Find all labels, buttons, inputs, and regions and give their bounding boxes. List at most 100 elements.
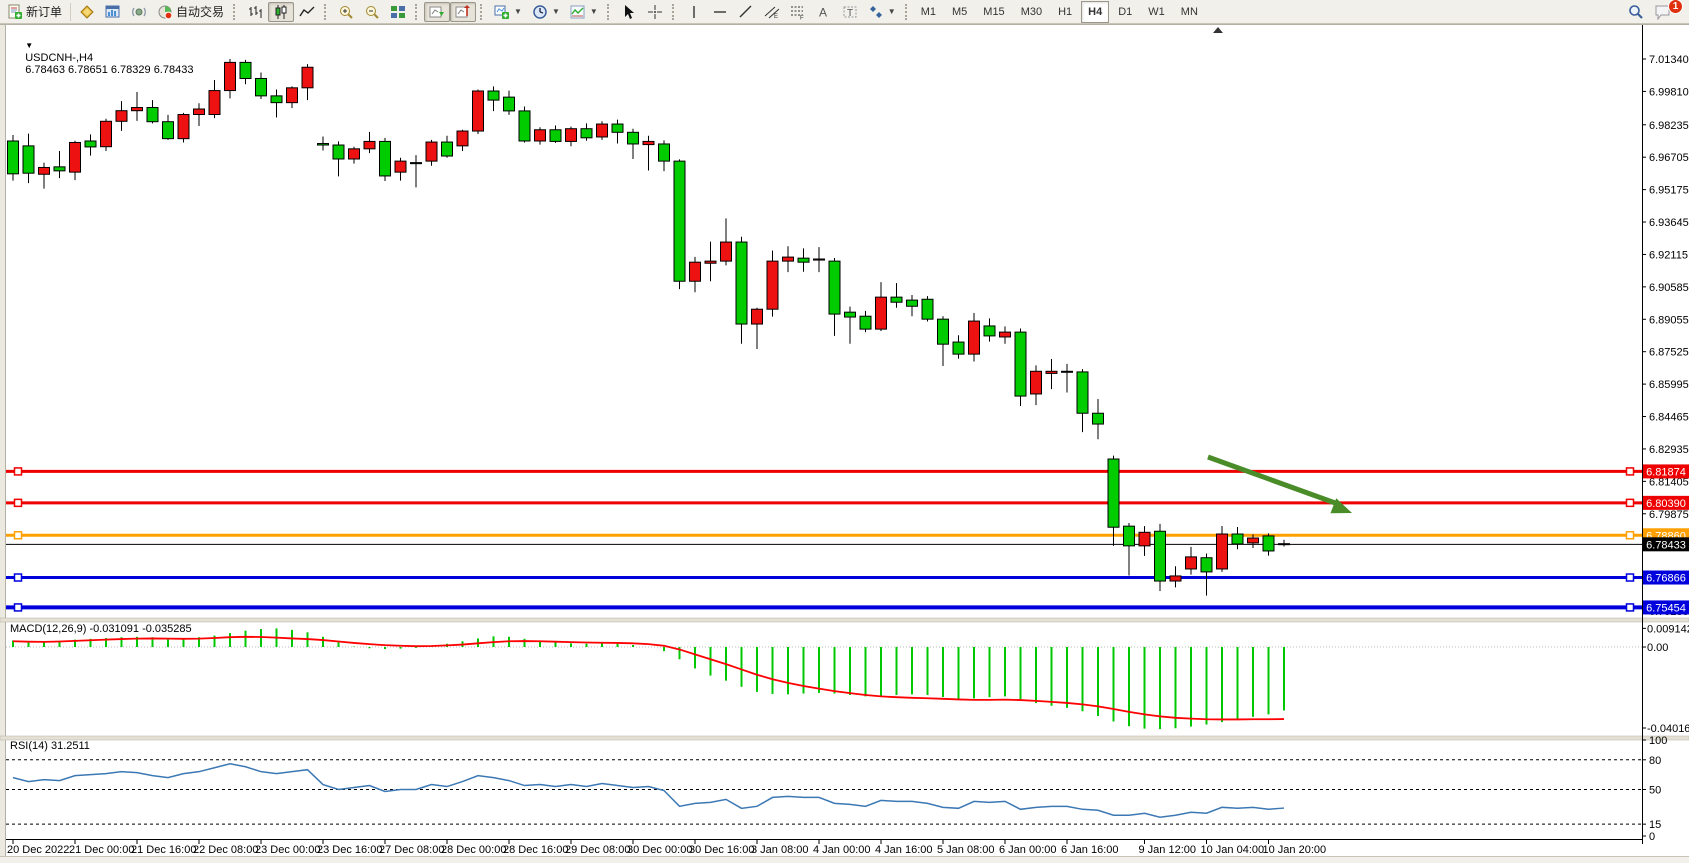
timeframe-button-m1[interactable]: M1	[920, 5, 936, 18]
svg-text:6.82935: 6.82935	[1649, 444, 1689, 456]
svg-text:3 Jan 08:00: 3 Jan 08:00	[751, 844, 809, 856]
rsi-pane[interactable]	[12, 762, 1285, 818]
chart-area[interactable]: 7.01340 6.99810 6.98235 6.96705 6.95175 6.936…	[0, 24, 1689, 862]
timeframe-group: M1 M5 M15 M30 H1 H4 D1 W1 MN	[914, 0, 1205, 23]
svg-text:5 Jan 08:00: 5 Jan 08:00	[937, 844, 995, 856]
chart-collapse-icon[interactable]: ▼	[25, 41, 34, 50]
crosshair-button[interactable]	[642, 2, 668, 22]
dropdown-caret-icon: ▼	[887, 7, 896, 16]
arrows-tool-button[interactable]: ▼	[863, 2, 901, 22]
cursor-icon	[624, 4, 634, 19]
search-button[interactable]	[1623, 2, 1649, 22]
candlestick-chart-icon	[275, 4, 287, 19]
svg-text:6.87525: 6.87525	[1649, 347, 1689, 359]
zoom-out-button[interactable]	[359, 2, 385, 22]
macd-signal-line	[12, 635, 1285, 721]
svg-text:27 Dec 08:00: 27 Dec 08:00	[379, 844, 444, 856]
rsi-axis: 100 80 50 150	[1642, 735, 1667, 843]
bar-chart-button[interactable]	[242, 2, 268, 22]
svg-text:6.96705: 6.96705	[1649, 152, 1689, 164]
toolbar-grip	[671, 3, 677, 20]
svg-text:T: T	[847, 8, 853, 19]
horizontal-line-tool-button[interactable]	[707, 2, 733, 22]
vertical-line-tool-button[interactable]	[681, 2, 707, 22]
price-label-6.80390: 6.80390	[1643, 495, 1689, 510]
timeframe-button-m15[interactable]: M15	[983, 5, 1005, 18]
shapes-icon	[869, 5, 882, 18]
toolbar-separator	[70, 2, 72, 21]
svg-text:28 Dec 00:00: 28 Dec 00:00	[441, 844, 506, 856]
svg-text:6.80390: 6.80390	[1646, 498, 1686, 510]
object-lines[interactable]	[6, 469, 1642, 610]
trendline-tool-button[interactable]	[733, 2, 759, 22]
new-chart-button[interactable]: ▼	[489, 2, 527, 22]
cursor-button[interactable]	[616, 2, 642, 22]
text-tool-button[interactable]: A	[811, 2, 837, 22]
svg-text:6.78433: 6.78433	[1646, 539, 1686, 551]
macd-indicator-label: MACD(12,26,9) -0.031091 -0.035285	[10, 623, 192, 635]
candlestick-chart-button[interactable]	[268, 1, 295, 22]
chart-ohlc-values: 6.78463 6.78651 6.78329 6.78433	[25, 64, 194, 76]
price-label-6.75454: 6.75454	[1643, 600, 1689, 615]
new-order-button[interactable]: 新订单	[2, 2, 67, 22]
svg-text:6.79875: 6.79875	[1649, 509, 1689, 521]
auto-scroll-icon	[429, 6, 445, 17]
svg-text:20 Dec 2022: 20 Dec 2022	[7, 844, 69, 856]
bar-chart-icon	[249, 5, 262, 18]
gold-diamond-button[interactable]	[74, 2, 100, 22]
timeframe-button-m30[interactable]: M30	[1020, 5, 1043, 18]
svg-text:6 Jan 16:00: 6 Jan 16:00	[1061, 844, 1119, 856]
chart-shift-marker	[1213, 27, 1223, 33]
timeframe-button-m5[interactable]: M5	[952, 5, 968, 18]
line-chart-button[interactable]	[294, 2, 320, 22]
timeframe-button-h1[interactable]: H1	[1058, 5, 1073, 18]
svg-text:6.89055: 6.89055	[1649, 314, 1689, 326]
macd-pane[interactable]	[12, 628, 1285, 730]
fibonacci-tool-button[interactable]: F	[785, 2, 811, 22]
candlestick-series[interactable]	[7, 59, 1290, 596]
rsi-line	[12, 762, 1285, 818]
autotrading-label: 自动交易	[176, 5, 225, 19]
svg-text:4 Jan 16:00: 4 Jan 16:00	[875, 844, 933, 856]
templates-button[interactable]: ▼	[565, 2, 603, 22]
svg-text:30 Dec 16:00: 30 Dec 16:00	[689, 844, 754, 856]
autotrading-button[interactable]: 自动交易	[152, 2, 229, 22]
rsi-levels	[6, 759, 1642, 825]
trend-arrow[interactable]	[1207, 454, 1352, 514]
auto-scroll-button[interactable]	[424, 1, 451, 22]
svg-text:0.00: 0.00	[1647, 642, 1668, 654]
chart-shift-button[interactable]	[450, 1, 477, 22]
svg-text:10 Jan 04:00: 10 Jan 04:00	[1201, 844, 1265, 856]
channel-tool-button[interactable]: E	[759, 2, 785, 22]
chart-symbol-label: USDCNH-,H4	[25, 52, 94, 64]
chart-window-button[interactable]	[100, 2, 126, 22]
signals-button[interactable]	[126, 2, 152, 22]
tile-windows-button[interactable]	[385, 2, 411, 22]
macd-axis: 0.009142 0.00 -0.040162	[1642, 623, 1689, 735]
chart-shift-icon	[455, 4, 471, 17]
svg-text:6.81874: 6.81874	[1646, 466, 1686, 478]
zoom-in-button[interactable]	[333, 2, 359, 22]
timeframe-button-w1[interactable]: W1	[1148, 5, 1165, 18]
line-handles	[13, 467, 1635, 612]
svg-text:A: A	[819, 5, 827, 19]
timeframe-button-d1[interactable]: D1	[1118, 5, 1133, 18]
new-order-label: 新订单	[26, 5, 63, 19]
window-border	[0, 24, 6, 862]
dropdown-caret-icon: ▼	[589, 7, 598, 16]
price-label-6.81874: 6.81874	[1643, 464, 1689, 479]
periods-button[interactable]: ▼	[527, 2, 565, 22]
notification-badge: 1	[1668, 0, 1683, 14]
notifications-button[interactable]: 1	[1649, 0, 1683, 22]
svg-text:0: 0	[1649, 831, 1655, 843]
zoom-in-icon	[340, 5, 353, 19]
toolbar-grip	[415, 3, 420, 20]
text-label-tool-button[interactable]: T	[837, 2, 863, 22]
timeframe-button-mn[interactable]: MN	[1180, 5, 1198, 18]
timeframe-button-h4[interactable]: H4	[1081, 0, 1110, 23]
svg-text:6.76866: 6.76866	[1646, 573, 1686, 585]
svg-text:15: 15	[1649, 819, 1661, 831]
toolbar-grip	[606, 3, 612, 20]
crosshair-icon	[647, 4, 662, 19]
